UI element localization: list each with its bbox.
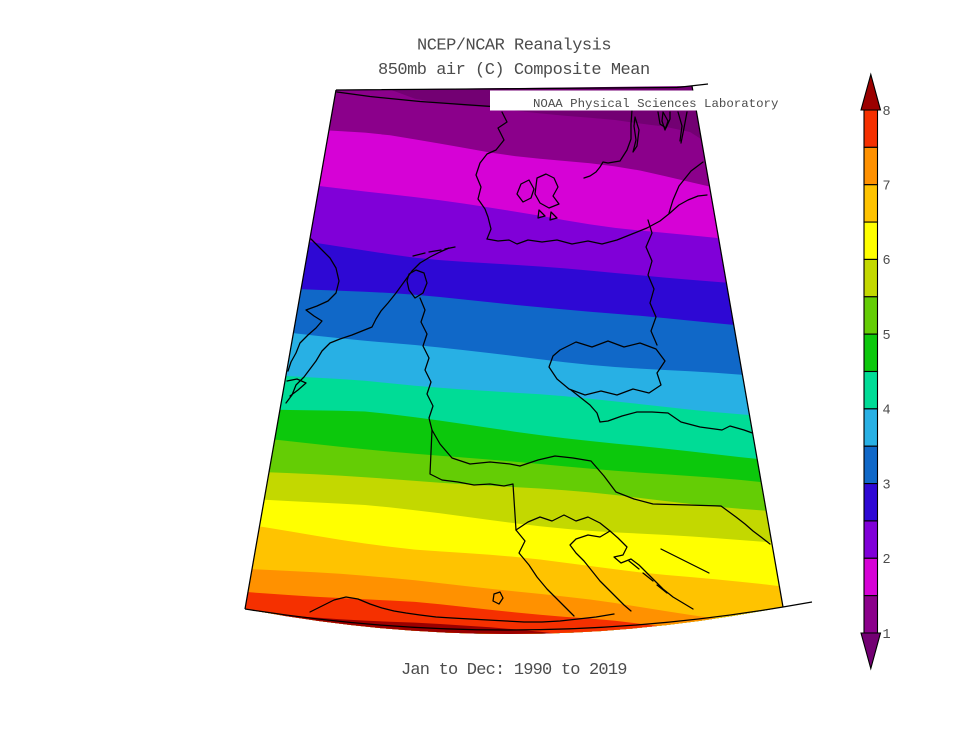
- svg-text:6: 6: [883, 254, 891, 269]
- svg-text:2: 2: [883, 553, 891, 568]
- svg-text:850mb air (C) Composite Mean: 850mb air (C) Composite Mean: [378, 61, 650, 80]
- svg-text:Jan to Dec: 1990 to 2019: Jan to Dec: 1990 to 2019: [401, 661, 627, 680]
- svg-text:NCEP/NCAR Reanalysis: NCEP/NCAR Reanalysis: [417, 37, 611, 56]
- svg-text:5: 5: [883, 329, 891, 344]
- svg-text:4: 4: [883, 404, 891, 419]
- svg-text:7: 7: [883, 180, 891, 195]
- svg-text:1: 1: [883, 628, 891, 643]
- svg-text:8: 8: [883, 105, 891, 120]
- svg-text:NOAA Physical Sciences Laborat: NOAA Physical Sciences Laboratory: [533, 97, 779, 111]
- svg-text:3: 3: [883, 478, 891, 493]
